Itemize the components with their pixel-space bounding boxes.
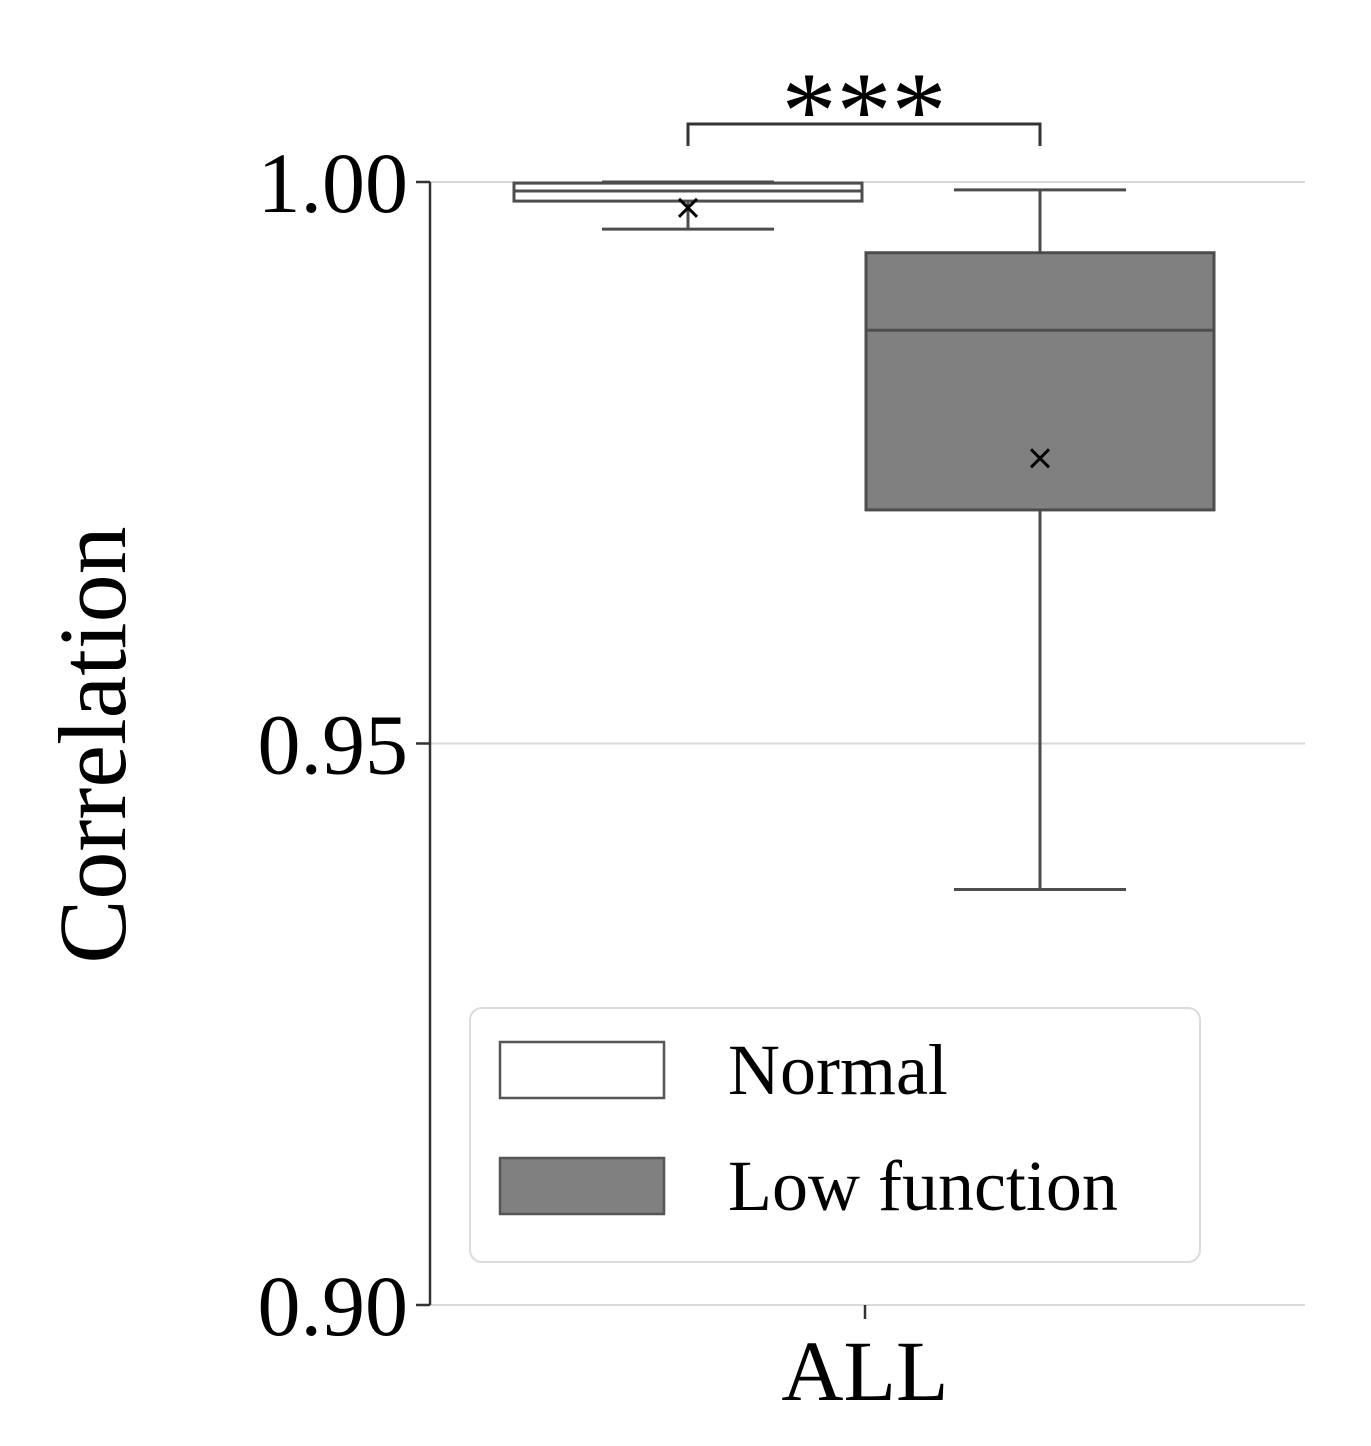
bracket-line bbox=[686, 122, 1042, 146]
legend-label: Low function bbox=[728, 1146, 1118, 1226]
significance-label: *** bbox=[782, 50, 947, 172]
y-tick-label: 1.00 bbox=[258, 135, 409, 231]
legend-label: Normal bbox=[728, 1030, 948, 1110]
iqr-box bbox=[864, 251, 1216, 512]
y-axis-label: Correlation bbox=[39, 526, 146, 963]
mean-marker bbox=[1029, 448, 1051, 469]
legend: Normal Low function bbox=[469, 1007, 1201, 1263]
significance-bracket: *** bbox=[686, 50, 1042, 172]
box-normal bbox=[512, 180, 864, 231]
y-tick-label: 0.90 bbox=[258, 1258, 409, 1354]
y-tick-label: 0.95 bbox=[258, 697, 409, 793]
legend-swatch bbox=[498, 1156, 666, 1216]
mean-marker bbox=[677, 197, 699, 218]
legend-swatch bbox=[498, 1040, 666, 1100]
axes: 0.90 0.95 1.00 ALL Correlation bbox=[39, 135, 949, 1419]
boxes-layer bbox=[512, 180, 1216, 891]
box-low-function bbox=[864, 188, 1216, 891]
x-tick-label: ALL bbox=[781, 1323, 948, 1419]
